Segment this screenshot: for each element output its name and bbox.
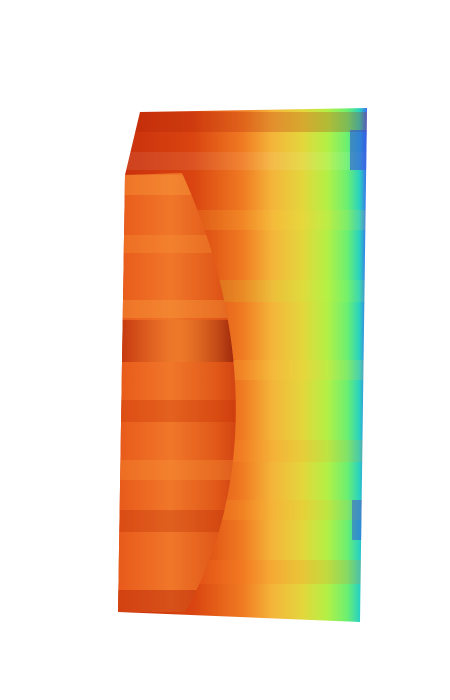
front-surface: [118, 173, 236, 612]
